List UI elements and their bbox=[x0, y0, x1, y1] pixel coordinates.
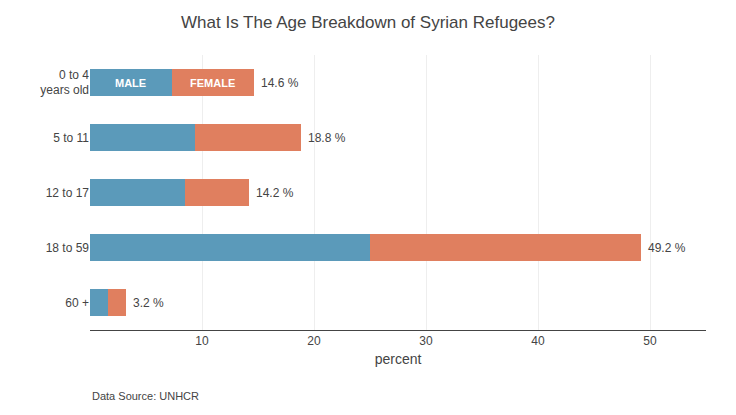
svg-text:5 to 11: 5 to 11 bbox=[53, 131, 89, 145]
svg-text:40: 40 bbox=[531, 334, 545, 348]
svg-text:49.2 %: 49.2 % bbox=[648, 241, 686, 255]
svg-text:18.8 %: 18.8 % bbox=[308, 131, 346, 145]
svg-text:0 to 4years old: 0 to 4years old bbox=[40, 68, 89, 98]
svg-text:30: 30 bbox=[419, 334, 433, 348]
svg-text:3.2 %: 3.2 % bbox=[133, 296, 164, 310]
svg-text:FEMALE: FEMALE bbox=[190, 77, 235, 89]
svg-text:50: 50 bbox=[643, 334, 657, 348]
svg-text:14.2 %: 14.2 % bbox=[256, 186, 294, 200]
svg-text:20: 20 bbox=[307, 334, 321, 348]
svg-text:18 to 59: 18 to 59 bbox=[46, 241, 90, 255]
svg-text:percent: percent bbox=[375, 351, 422, 367]
svg-text:12 to 17: 12 to 17 bbox=[46, 186, 90, 200]
svg-text:Data Source: UNHCR: Data Source: UNHCR bbox=[92, 390, 199, 402]
svg-text:MALE: MALE bbox=[115, 77, 146, 89]
svg-text:14.6 %: 14.6 % bbox=[261, 76, 299, 90]
svg-text:What Is The Age Breakdown of S: What Is The Age Breakdown of Syrian Refu… bbox=[181, 13, 555, 32]
svg-text:10: 10 bbox=[195, 334, 209, 348]
svg-text:60 +: 60 + bbox=[65, 296, 89, 310]
